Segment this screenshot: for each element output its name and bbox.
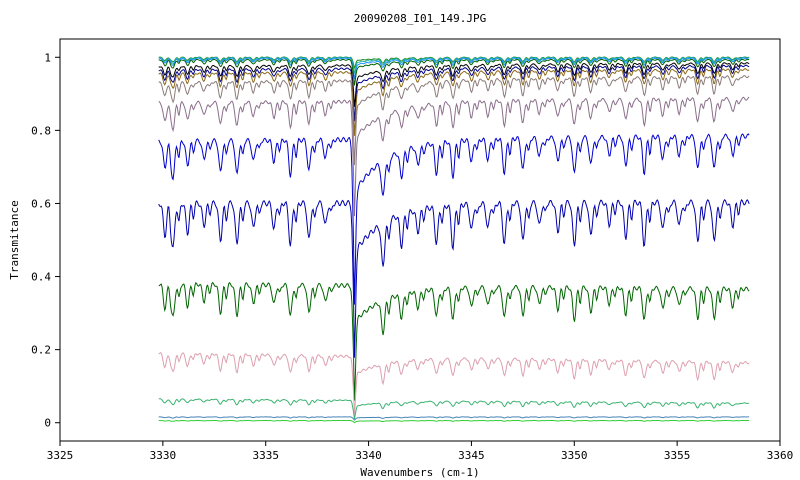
x-tick-label: 3335 xyxy=(252,449,279,462)
x-tick-label: 3355 xyxy=(664,449,691,462)
series-line xyxy=(158,198,750,358)
y-tick-label: 1 xyxy=(44,51,51,64)
series-line xyxy=(158,68,750,136)
series-line xyxy=(158,416,750,421)
series-line xyxy=(158,56,750,70)
series-line xyxy=(158,398,750,420)
series-line xyxy=(158,419,750,424)
series-line xyxy=(158,62,750,107)
y-tick-label: 0.2 xyxy=(31,344,51,357)
series-layer xyxy=(158,56,750,424)
x-tick-label: 3350 xyxy=(561,449,588,462)
x-tick-label: 3330 xyxy=(150,449,177,462)
series-line xyxy=(158,57,750,80)
series-line xyxy=(158,74,750,166)
x-axis-label: Wavenumbers (cm-1) xyxy=(360,466,479,479)
y-axis: 0 0.2 0.4 0.6 0.8 1 xyxy=(31,51,60,430)
y-axis-label: Transmitance xyxy=(8,200,21,279)
x-tick-label: 3360 xyxy=(767,449,794,462)
y-tick-label: 0.4 xyxy=(31,271,51,284)
chart-title: 20090208_I01_149.JPG xyxy=(354,12,486,25)
series-line xyxy=(158,96,750,217)
y-tick-label: 0 xyxy=(44,417,51,430)
x-axis: 3325 3330 3335 3340 3345 3350 3355 3360 xyxy=(47,441,794,462)
y-tick-label: 0.8 xyxy=(31,124,51,137)
y-tick-label: 0.6 xyxy=(31,197,51,210)
series-line xyxy=(158,133,750,305)
x-tick-label: 3340 xyxy=(355,449,382,462)
series-line xyxy=(158,281,750,401)
series-line xyxy=(158,64,750,122)
x-tick-label: 3325 xyxy=(47,449,74,462)
x-tick-label: 3345 xyxy=(458,449,485,462)
series-line xyxy=(158,56,750,74)
series-line xyxy=(158,352,750,415)
series-line xyxy=(158,58,750,86)
